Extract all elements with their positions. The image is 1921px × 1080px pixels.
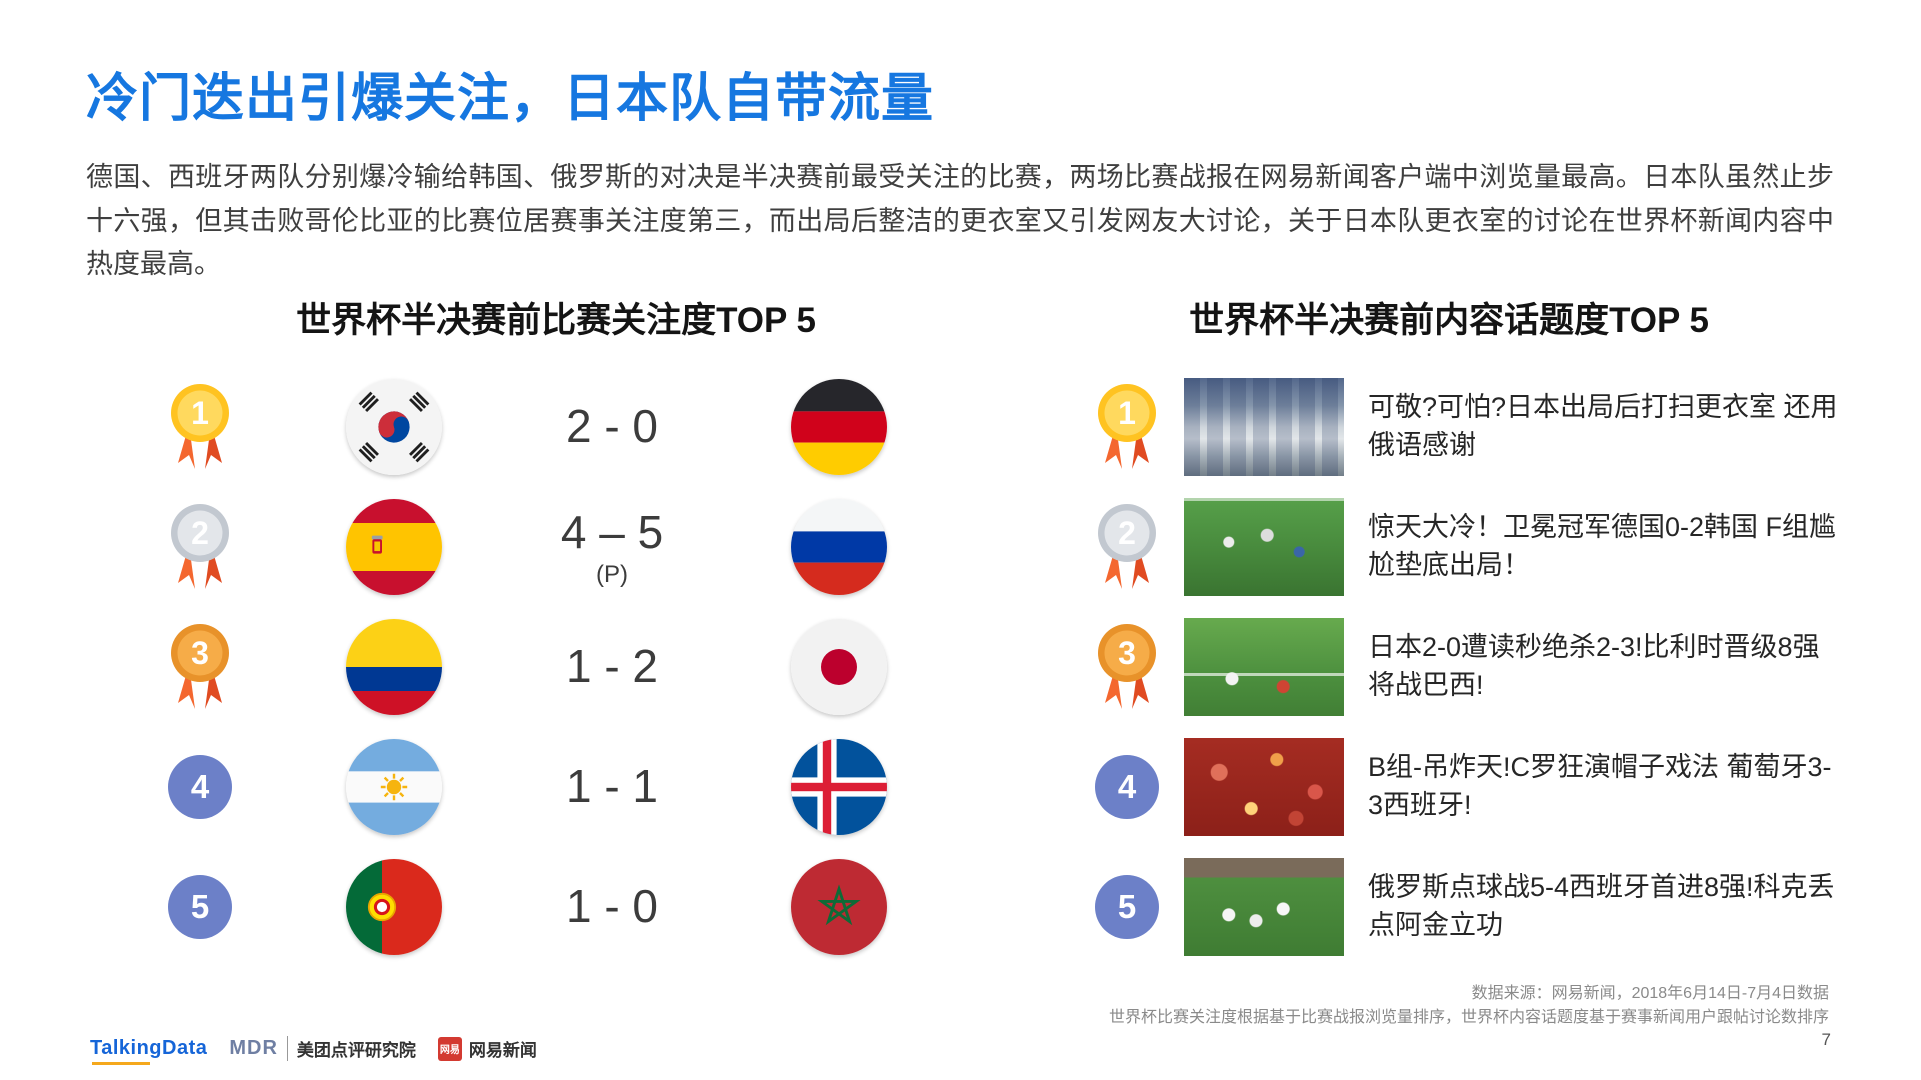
match-score: 1 - 2	[565, 640, 659, 692]
content-topic-panel: 世界杯半决赛前内容话题度TOP 5 1 可敬?可怕?日本出局后打扫更衣室 还用俄…	[1090, 292, 1838, 967]
page-number: 7	[1821, 1030, 1831, 1049]
source-line-1: 数据来源：网易新闻，2018年6月14日-7月4日数据	[1471, 985, 1829, 1002]
match-score: 4 – 5	[560, 506, 664, 558]
spain-flag-icon	[346, 499, 442, 595]
news-headline: 日本2-0遭读秒绝杀2-3!比利时晋级8强将战巴西!	[1368, 632, 1820, 700]
intro-paragraph: 德国、西班牙两队分别爆冷输给韩国、俄罗斯的对决是半决赛前最受关注的比赛，两场比赛…	[86, 162, 1834, 280]
japan-belgium-match-photo	[1184, 618, 1344, 716]
topic-row-2: 2 惊天大冷！卫冕冠军德国0-2韩国 F组尴尬垫底出局！	[1090, 487, 1838, 607]
data-source-note: 数据来源：网易新闻，2018年6月14日-7月4日数据 世界杯比赛关注度根据基于…	[1109, 982, 1829, 1030]
south-korea-flag-icon	[346, 379, 442, 475]
svg-text:2: 2	[191, 515, 209, 551]
colombia-flag-icon	[346, 619, 442, 715]
morocco-flag-icon	[791, 859, 887, 955]
portugal-spain-fans-photo	[1184, 738, 1344, 836]
iceland-flag-icon	[791, 739, 887, 835]
news-headline: 惊天大冷！卫冕冠军德国0-2韩国 F组尴尬垫底出局！	[1368, 512, 1837, 580]
score-cell: 1 - 1	[566, 759, 658, 815]
match-attention-panel: 世界杯半决赛前比赛关注度TOP 5 1	[100, 292, 942, 967]
rank-number: 5	[1117, 888, 1137, 925]
talkingdata-underline-icon	[92, 1062, 150, 1065]
right-panel-title: 世界杯半决赛前内容话题度TOP 5	[1189, 301, 1709, 340]
talkingdata-logo-text: TalkingData	[90, 1037, 208, 1059]
meituan-dianping-research-logo: MDR 美团点评研究院	[229, 1036, 416, 1061]
rank-number: 5	[190, 888, 210, 925]
score-cell: 2 - 0	[566, 399, 658, 455]
svg-text:3: 3	[191, 635, 209, 671]
left-panel-title: 世界杯半决赛前比赛关注度TOP 5	[296, 301, 816, 340]
talkingdata-logo: TalkingData	[90, 1037, 208, 1065]
rank-1-gold-medal-icon: 1	[1098, 384, 1156, 469]
rank-number: 4	[190, 768, 210, 805]
rank-4-badge: 4	[168, 755, 232, 819]
germany-flag-icon	[791, 379, 887, 475]
svg-text:1: 1	[1118, 395, 1136, 431]
portugal-flag-icon	[346, 859, 442, 955]
match-row-2: 2	[100, 487, 942, 607]
russia-spain-match-photo	[1184, 858, 1344, 956]
locker-room-photo	[1184, 378, 1344, 476]
meituan-research-label: 美团点评研究院	[286, 1036, 416, 1061]
source-line-2: 世界杯比赛关注度根据基于比赛战报浏览量排序，世界杯内容话题度基于赛事新闻用户跟帖…	[1108, 1009, 1829, 1026]
svg-text:2: 2	[1118, 515, 1136, 551]
page-title: 冷门迭出引爆关注，日本队自带流量	[86, 70, 935, 128]
topic-row-3: 3 日本2-0遭读秒绝杀2-3!比利时晋级8强将战巴西!	[1090, 607, 1838, 727]
rank-5-badge: 5	[168, 875, 232, 939]
rank-2-silver-medal-icon: 2	[171, 504, 229, 589]
score-cell: 4 – 5 (P)	[561, 505, 663, 589]
match-score: 2 - 0	[565, 400, 659, 452]
footer-logos: TalkingData MDR 美团点评研究院 网易 网易新闻	[90, 1036, 537, 1065]
russia-flag-icon	[791, 499, 887, 595]
match-row-1: 1	[100, 367, 942, 487]
topic-row-1: 1 可敬?可怕?日本出局后打扫更衣室 还用俄语感谢	[1090, 367, 1838, 487]
netease-news-logo: 网易 网易新闻	[437, 1036, 537, 1061]
news-headline: 可敬?可怕?日本出局后打扫更衣室 还用俄语感谢	[1368, 392, 1838, 460]
rank-3-bronze-medal-icon: 3	[171, 624, 229, 709]
rank-1-gold-medal-icon: 1	[171, 384, 229, 469]
rank-2-silver-medal-icon: 2	[1098, 504, 1156, 589]
rank-number: 4	[1117, 768, 1137, 805]
mdr-logo-text: MDR	[229, 1037, 278, 1059]
score-cell: 1 - 2	[566, 639, 658, 695]
penalty-note: (P)	[596, 561, 628, 588]
match-score: 1 - 0	[565, 880, 659, 932]
svg-text:1: 1	[191, 395, 209, 431]
rank-5-badge: 5	[1095, 875, 1159, 939]
rank-3-bronze-medal-icon: 3	[1098, 624, 1156, 709]
match-row-3: 3 1 - 2	[100, 607, 942, 727]
topic-rows: 1 可敬?可怕?日本出局后打扫更衣室 还用俄语感谢 2 惊天大冷！卫冕冠军德国0…	[1090, 367, 1838, 967]
rank-4-badge: 4	[1095, 755, 1159, 819]
netease-news-label: 网易新闻	[468, 1041, 537, 1060]
match-row-5: 5 1 - 0	[100, 847, 942, 967]
news-headline: 俄罗斯点球战5-4西班牙首进8强!科克丢点阿金立功	[1368, 872, 1835, 940]
netease-logo-icon: 网易	[437, 1036, 462, 1061]
argentina-flag-icon	[346, 739, 442, 835]
japan-flag-icon	[791, 619, 887, 715]
svg-text:3: 3	[1118, 635, 1136, 671]
match-score: 1 - 1	[565, 760, 659, 812]
match-rows: 1	[100, 367, 942, 967]
topic-row-5: 5 俄罗斯点球战5-4西班牙首进8强!科克丢点阿金立功	[1090, 847, 1838, 967]
match-row-4: 4	[100, 727, 942, 847]
topic-row-4: 4 B组-吊炸天!C罗狂演帽子戏法 葡萄牙3-3西班牙!	[1090, 727, 1838, 847]
news-headline: B组-吊炸天!C罗狂演帽子戏法 葡萄牙3-3西班牙!	[1368, 752, 1832, 820]
germany-korea-match-photo	[1184, 498, 1344, 596]
score-cell: 1 - 0	[566, 879, 658, 935]
